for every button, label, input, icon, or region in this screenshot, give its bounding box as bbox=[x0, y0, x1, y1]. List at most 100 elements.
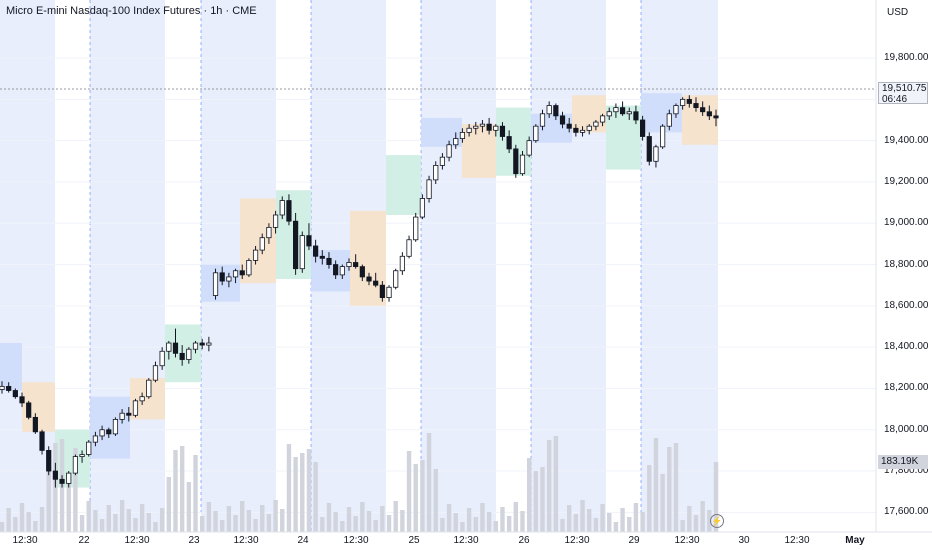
candle[interactable] bbox=[479, 120, 486, 133]
candle[interactable] bbox=[333, 260, 339, 280]
candle[interactable] bbox=[546, 101, 552, 118]
candle[interactable] bbox=[246, 258, 252, 277]
candle[interactable] bbox=[166, 340, 172, 360]
candle[interactable] bbox=[553, 103, 559, 120]
candle[interactable] bbox=[0, 381, 5, 394]
candle[interactable] bbox=[446, 140, 452, 162]
candle[interactable] bbox=[52, 462, 58, 488]
candle[interactable] bbox=[159, 347, 165, 370]
candle[interactable] bbox=[413, 212, 419, 242]
candle[interactable] bbox=[146, 378, 152, 399]
candle[interactable] bbox=[513, 144, 519, 178]
candle[interactable] bbox=[346, 258, 352, 271]
candle[interactable] bbox=[666, 109, 672, 131]
candle[interactable] bbox=[686, 95, 692, 108]
candle[interactable] bbox=[46, 446, 52, 476]
candle[interactable] bbox=[353, 254, 359, 269]
candle[interactable] bbox=[26, 400, 32, 420]
candle[interactable] bbox=[486, 117, 492, 135]
candle[interactable] bbox=[673, 103, 679, 118]
candle[interactable] bbox=[406, 235, 412, 259]
candle[interactable] bbox=[593, 120, 599, 131]
candle[interactable] bbox=[272, 210, 279, 234]
candle[interactable] bbox=[493, 124, 499, 137]
candle[interactable] bbox=[379, 281, 385, 302]
candle[interactable] bbox=[373, 272, 379, 288]
candle[interactable] bbox=[172, 328, 179, 358]
candle[interactable] bbox=[286, 194, 292, 226]
candle[interactable] bbox=[526, 136, 532, 158]
candle[interactable] bbox=[680, 97, 686, 110]
candle[interactable] bbox=[653, 144, 659, 168]
candle[interactable] bbox=[433, 161, 439, 185]
candle[interactable] bbox=[219, 266, 225, 286]
candle[interactable] bbox=[619, 101, 626, 116]
candle[interactable] bbox=[92, 431, 99, 447]
candle[interactable] bbox=[179, 345, 185, 366]
candle[interactable] bbox=[633, 105, 639, 125]
candle[interactable] bbox=[206, 336, 212, 352]
candle[interactable] bbox=[359, 264, 365, 282]
candle[interactable] bbox=[126, 407, 132, 422]
candle[interactable] bbox=[186, 347, 192, 364]
candle[interactable] bbox=[459, 128, 466, 143]
candle[interactable] bbox=[646, 132, 652, 166]
candle[interactable] bbox=[713, 109, 719, 127]
candle[interactable] bbox=[626, 107, 632, 120]
candle[interactable] bbox=[573, 124, 579, 137]
candle[interactable] bbox=[506, 130, 512, 154]
candle[interactable] bbox=[326, 252, 332, 269]
candle[interactable] bbox=[399, 252, 405, 275]
candle[interactable] bbox=[252, 245, 259, 265]
candle[interactable] bbox=[299, 231, 305, 273]
currency-label[interactable]: USD bbox=[887, 7, 909, 18]
candle[interactable] bbox=[99, 425, 105, 441]
candle[interactable] bbox=[700, 101, 706, 116]
candle[interactable] bbox=[319, 250, 325, 265]
candle[interactable] bbox=[86, 440, 92, 457]
candle[interactable] bbox=[6, 382, 12, 393]
candle[interactable] bbox=[613, 103, 619, 118]
candle[interactable] bbox=[192, 340, 199, 354]
candle[interactable] bbox=[79, 450, 85, 463]
candle[interactable] bbox=[566, 117, 572, 133]
candle[interactable] bbox=[586, 124, 592, 135]
candle[interactable] bbox=[473, 122, 479, 135]
candle[interactable] bbox=[132, 398, 139, 418]
candle[interactable] bbox=[106, 427, 112, 439]
candle[interactable] bbox=[119, 409, 125, 424]
candle[interactable] bbox=[232, 268, 239, 284]
candle[interactable] bbox=[393, 268, 399, 290]
candle[interactable] bbox=[599, 113, 606, 127]
candle[interactable] bbox=[386, 285, 392, 302]
candle[interactable] bbox=[339, 264, 345, 280]
candle[interactable] bbox=[72, 454, 79, 476]
candle[interactable] bbox=[639, 115, 646, 141]
candle[interactable] bbox=[533, 124, 539, 143]
candle[interactable] bbox=[19, 392, 25, 408]
candle[interactable] bbox=[112, 417, 119, 436]
candle[interactable] bbox=[453, 132, 459, 149]
candle[interactable] bbox=[419, 194, 425, 220]
candle[interactable] bbox=[59, 475, 65, 488]
candle[interactable] bbox=[32, 413, 38, 434]
candle[interactable] bbox=[579, 126, 586, 137]
candle[interactable] bbox=[152, 361, 159, 383]
candle[interactable] bbox=[306, 223, 312, 251]
candle[interactable] bbox=[660, 124, 666, 149]
candle[interactable] bbox=[366, 272, 372, 286]
candle[interactable] bbox=[706, 105, 712, 120]
candle[interactable] bbox=[499, 122, 506, 141]
candle[interactable] bbox=[426, 175, 432, 203]
candle[interactable] bbox=[266, 223, 272, 244]
lightning-icon[interactable]: ⚡ bbox=[710, 514, 724, 528]
candle[interactable] bbox=[439, 153, 446, 170]
candle[interactable] bbox=[66, 471, 72, 488]
candle[interactable] bbox=[293, 212, 299, 275]
candle[interactable] bbox=[259, 233, 265, 255]
candle[interactable] bbox=[539, 109, 546, 131]
candle[interactable] bbox=[693, 97, 699, 112]
candle[interactable] bbox=[313, 239, 319, 263]
candle[interactable] bbox=[279, 196, 285, 220]
